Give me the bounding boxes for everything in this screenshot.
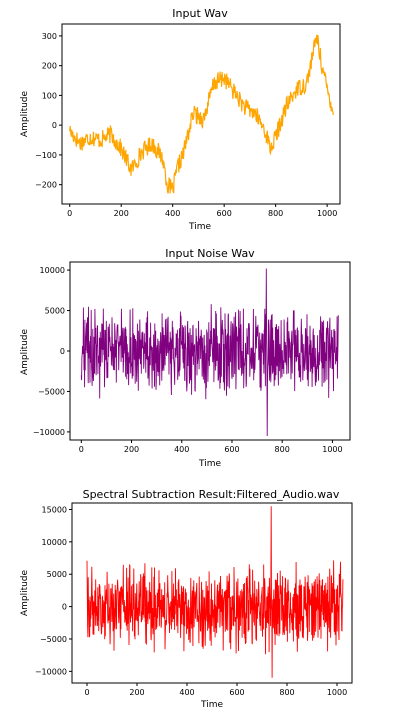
x-tick-label-spectral-subtraction-5: 1000 bbox=[327, 688, 347, 697]
y-tick-label-input-wav-5: 300 bbox=[42, 32, 57, 41]
plot-area-input-wav: 0 200 400 600 800 1000 −200 −100 0 100 200 300 bbox=[35, 32, 337, 218]
y-axis-label-spectral-subtraction: Amplitude bbox=[20, 569, 30, 616]
series-line-spectral-subtraction bbox=[86, 506, 344, 678]
x-tick-label-input-wav-5: 1000 bbox=[317, 209, 337, 218]
y-tick-label-input-noise-wav-2: 0 bbox=[60, 347, 65, 356]
x-tick-label-input-wav-3: 600 bbox=[217, 209, 232, 218]
y-tick-label-input-noise-wav-1: −5000 bbox=[38, 387, 65, 396]
plot-area-input-noise-wav: 0 200 400 600 800 1000 −10000 −5000 0 5000 10000 bbox=[33, 266, 343, 454]
chart-spectral-subtraction: Spectral Subtraction Result:Filtered_Aud… bbox=[20, 488, 353, 710]
x-tick-label-spectral-subtraction-2: 400 bbox=[179, 688, 194, 697]
y-tick-label-input-wav-3: 100 bbox=[42, 91, 57, 100]
plot-frame-spectral-subtraction bbox=[71, 502, 353, 684]
x-tick-label-spectral-subtraction-3: 600 bbox=[229, 688, 244, 697]
y-tick-label-spectral-subtraction-2: 0 bbox=[62, 603, 67, 612]
x-tick-label-input-wav-4: 800 bbox=[268, 209, 283, 218]
chart-input-wav: Input Wav 0 200 400 600 800 1000 −200 −100 0 100 2… bbox=[20, 7, 341, 232]
plot-area-spectral-subtraction: 0 200 400 600 800 1000 −10000 −5000 0 5000 10000 15… bbox=[35, 505, 347, 697]
plot-frame-input-wav bbox=[61, 23, 341, 205]
y-tick-label-input-wav-1: −100 bbox=[35, 151, 57, 160]
y-tick-label-spectral-subtraction-3: 5000 bbox=[47, 570, 67, 579]
x-tick-label-spectral-subtraction-1: 200 bbox=[129, 688, 144, 697]
y-tick-label-spectral-subtraction-1: −5000 bbox=[40, 635, 67, 644]
x-tick-label-spectral-subtraction-0: 0 bbox=[84, 688, 89, 697]
y-tick-label-spectral-subtraction-5: 15000 bbox=[42, 505, 67, 514]
y-tick-label-spectral-subtraction-0: −10000 bbox=[35, 667, 67, 676]
y-tick-label-spectral-subtraction-4: 10000 bbox=[42, 538, 67, 547]
series-line-input-noise-wav bbox=[80, 268, 339, 437]
x-axis-label-input-noise-wav: Time bbox=[198, 459, 221, 469]
y-tick-label-input-noise-wav-3: 5000 bbox=[45, 307, 65, 316]
series-line-input-wav bbox=[69, 34, 334, 194]
x-tick-label-input-noise-wav-0: 0 bbox=[79, 445, 84, 454]
y-tick-label-input-wav-2: 0 bbox=[52, 121, 57, 130]
chart-input-noise-wav: Input Noise Wav 0 200 400 600 800 1000 −10000 −… bbox=[20, 247, 351, 469]
y-axis-label-input-noise-wav: Amplitude bbox=[20, 328, 30, 375]
x-tick-label-input-noise-wav-1: 200 bbox=[124, 445, 139, 454]
x-tick-label-input-wav-0: 0 bbox=[67, 209, 72, 218]
y-tick-label-input-wav-0: −200 bbox=[35, 181, 57, 190]
x-axis-label-input-wav: Time bbox=[188, 222, 211, 232]
x-tick-label-input-noise-wav-4: 800 bbox=[275, 445, 290, 454]
chart-title-input-wav: Input Wav bbox=[172, 7, 228, 20]
y-tick-label-input-noise-wav-4: 10000 bbox=[40, 266, 65, 275]
x-tick-label-spectral-subtraction-4: 800 bbox=[279, 688, 294, 697]
x-tick-label-input-noise-wav-2: 400 bbox=[174, 445, 189, 454]
y-axis-label-input-wav: Amplitude bbox=[20, 90, 30, 137]
x-tick-label-input-wav-2: 400 bbox=[165, 209, 180, 218]
x-tick-label-input-wav-1: 200 bbox=[114, 209, 129, 218]
x-axis-label-spectral-subtraction: Time bbox=[200, 700, 223, 710]
x-tick-label-input-noise-wav-5: 1000 bbox=[322, 445, 342, 454]
y-tick-label-input-wav-4: 200 bbox=[42, 62, 57, 71]
chart-title-input-noise-wav: Input Noise Wav bbox=[165, 247, 255, 260]
chart-title-spectral-subtraction: Spectral Subtraction Result:Filtered_Aud… bbox=[83, 488, 340, 501]
x-tick-label-input-noise-wav-3: 600 bbox=[224, 445, 239, 454]
y-tick-label-input-noise-wav-0: −10000 bbox=[33, 428, 65, 437]
